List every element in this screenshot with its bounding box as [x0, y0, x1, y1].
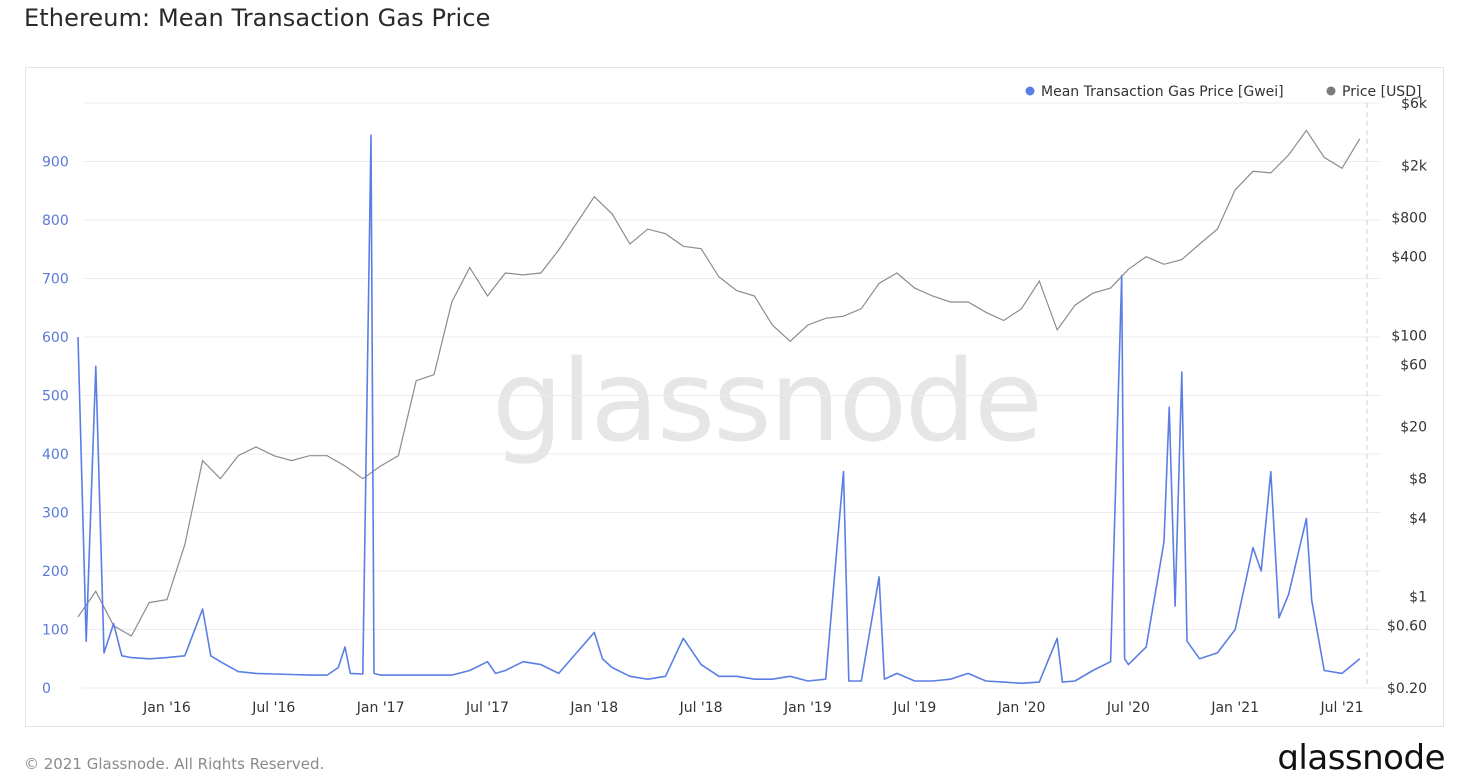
y-left-tick-label: 100	[42, 623, 69, 639]
y-left-tick-label: 800	[42, 213, 69, 229]
chart-title: Ethereum: Mean Transaction Gas Price	[24, 4, 491, 32]
y-right-tick-label: $1	[1409, 590, 1427, 606]
legend-marker-gas	[1025, 86, 1035, 96]
y-right-tick-label: $400	[1391, 250, 1427, 266]
y-left-tick-label: 900	[42, 155, 69, 171]
series-line-price	[77, 129, 1361, 637]
y-left-tick-label: 500	[42, 389, 69, 405]
y-left-tick-label: 600	[42, 330, 69, 346]
brand-logo: glassnode	[1277, 738, 1445, 770]
y-left-tick-label: 300	[42, 506, 69, 522]
x-tick-label: Jan '18	[569, 700, 618, 716]
y-right-tick-label: $8	[1409, 472, 1427, 488]
x-tick-label: Jul '21	[1319, 700, 1363, 716]
y-right-tick-label: $800	[1391, 210, 1427, 226]
x-tick-label: Jan '17	[356, 700, 405, 716]
x-tick-label: Jul '19	[892, 700, 936, 716]
series-layer	[77, 103, 1368, 688]
y-right-tick-label: $2k	[1401, 158, 1428, 174]
x-tick-label: Jul '20	[1106, 700, 1150, 716]
legend-marker-price	[1326, 86, 1336, 96]
x-tick-label: Jan '16	[142, 700, 191, 716]
y-right-tick-label: $60	[1400, 357, 1427, 373]
chart-svg: glassnode 0 100 200 300 400 500 600 700 800 900 $…	[42, 84, 1428, 716]
grid	[83, 102, 1381, 689]
legend-label-price: Price [USD]	[1342, 84, 1421, 100]
y-right-tick-label: $6k	[1401, 96, 1428, 112]
y-left-tick-label: 700	[42, 272, 69, 288]
y-right-tick-label: $100	[1391, 328, 1427, 344]
y-right-tick-label: $0.60	[1387, 619, 1427, 635]
x-tick-label: Jan '21	[1210, 700, 1259, 716]
y-right-tick-label: $20	[1400, 420, 1427, 436]
x-axis: Jan '16 Jul '16 Jan '17 Jul '17 Jan '18 Jul '…	[142, 700, 1363, 716]
x-tick-label: Jan '19	[783, 700, 832, 716]
y-right-tick-label: $4	[1409, 511, 1427, 527]
copyright-text: © 2021 Glassnode. All Rights Reserved.	[24, 755, 325, 770]
series-line-gas	[77, 134, 1361, 685]
x-tick-label: Jul '16	[251, 700, 295, 716]
x-tick-label: Jan '20	[997, 700, 1046, 716]
y-right-tick-label: $0.20	[1387, 681, 1427, 697]
legend-label-gas: Mean Transaction Gas Price [Gwei]	[1041, 84, 1284, 100]
legend: Mean Transaction Gas Price [Gwei] Price …	[1025, 84, 1421, 100]
y-left-tick-label: 200	[42, 564, 69, 580]
right-axis: $0.20 $0.60 $1 $4 $8 $20 $60 $100 $400 $800 $2k $6k	[1387, 96, 1428, 697]
watermark: glassnode	[492, 337, 1041, 467]
x-tick-label: Jul '18	[679, 700, 723, 716]
y-left-tick-label: 400	[42, 447, 69, 463]
x-tick-label: Jul '17	[465, 700, 509, 716]
y-left-tick-label: 0	[42, 681, 51, 697]
chart-frame: glassnode 0 100 200 300 400 500 600 700 800 900 $…	[25, 67, 1444, 727]
left-axis: 0 100 200 300 400 500 600 700 800 900	[42, 155, 69, 698]
